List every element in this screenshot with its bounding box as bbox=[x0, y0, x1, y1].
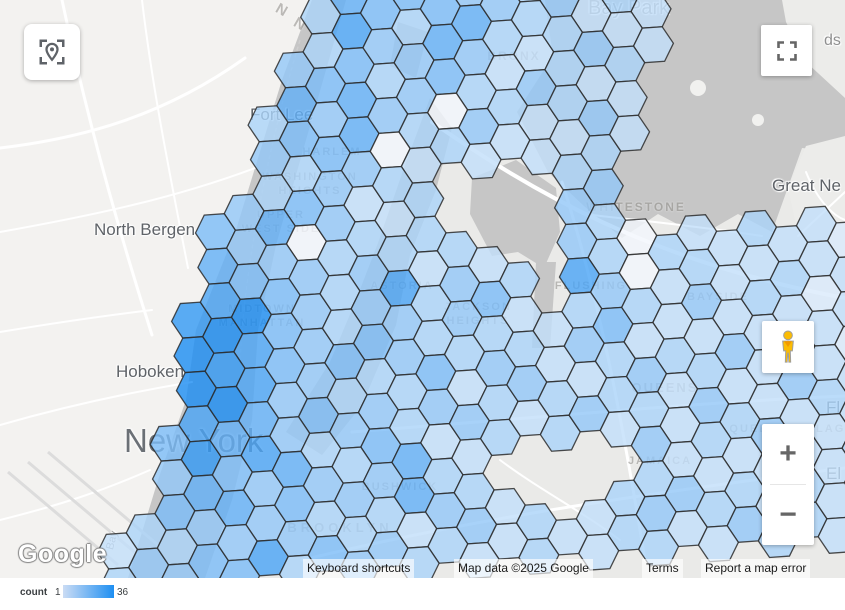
zoom-in-button[interactable]: + bbox=[779, 437, 797, 470]
map-data-attribution: Map data ©2025 Google bbox=[454, 559, 593, 578]
legend-title: count bbox=[20, 587, 48, 598]
legend-max-value: 36 bbox=[117, 587, 129, 598]
location-capture-icon bbox=[39, 39, 65, 65]
fullscreen-corners-icon bbox=[776, 40, 797, 61]
zoom-divider bbox=[770, 484, 806, 485]
hexbin-layer bbox=[96, 0, 845, 578]
legend-gradient-bar bbox=[63, 585, 114, 598]
hex-cell bbox=[815, 482, 845, 520]
report-map-error-link[interactable]: Report a map error bbox=[701, 559, 811, 578]
hex-cell bbox=[817, 516, 845, 554]
hexbin-legend: count 1 36 bbox=[0, 578, 845, 610]
hex-cell bbox=[159, 562, 201, 578]
hex-cell bbox=[99, 566, 141, 578]
legend-min-value: 1 bbox=[55, 587, 61, 598]
keyboard-shortcuts-link[interactable]: Keyboard shortcuts bbox=[303, 559, 415, 578]
hex-cell bbox=[608, 114, 651, 152]
hex-cell bbox=[218, 558, 261, 578]
pegman-button[interactable] bbox=[762, 321, 814, 373]
land-top-right-corner bbox=[782, 0, 845, 98]
land-new-jersey bbox=[0, 0, 312, 578]
locate-button[interactable] bbox=[24, 24, 80, 80]
terms-link[interactable]: Terms bbox=[642, 559, 683, 578]
street-view-pegman-icon bbox=[782, 330, 794, 363]
zoom-out-button[interactable]: − bbox=[779, 498, 797, 531]
island bbox=[690, 80, 706, 96]
zoom-control: + − bbox=[762, 424, 814, 545]
island bbox=[752, 114, 764, 126]
fullscreen-button[interactable] bbox=[761, 25, 812, 76]
hexbin-overlay bbox=[96, 0, 845, 578]
google-logo[interactable]: Google bbox=[18, 540, 108, 568]
